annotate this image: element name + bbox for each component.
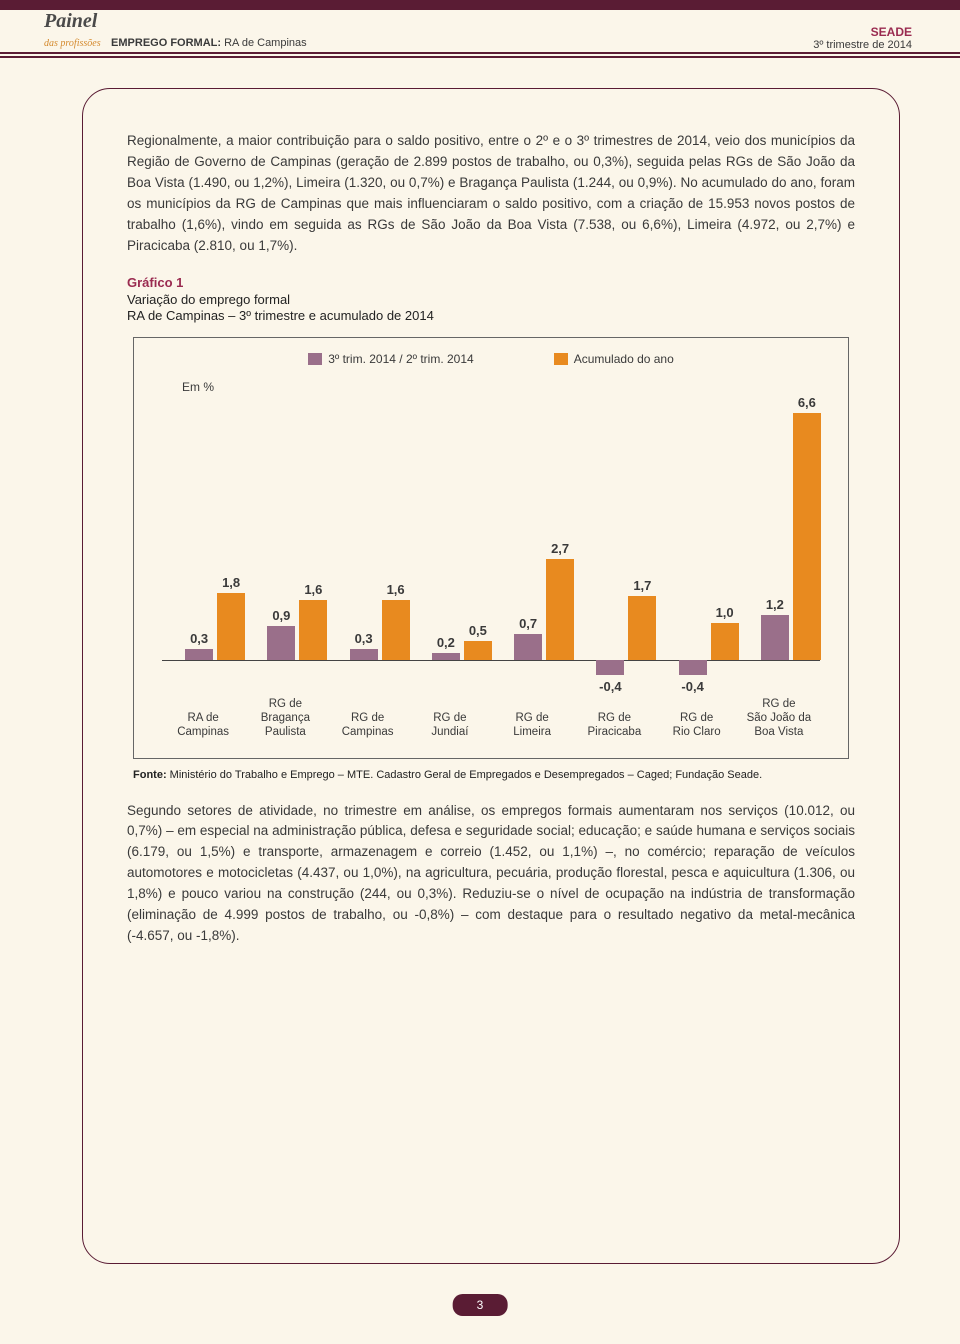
- report-title: EMPREGO FORMAL: RA de Campinas: [111, 37, 307, 49]
- chart-box: 3º trim. 2014 / 2º trim. 2014 Acumulado …: [133, 337, 849, 759]
- x-axis-label: RG dePiracicaba: [569, 712, 659, 740]
- bar-value-label: 0,7: [508, 616, 548, 631]
- bar-value-label: -0,4: [590, 679, 630, 694]
- x-axis-label: RG deBragançaPaulista: [240, 698, 330, 739]
- bar-group: 0,20,5RG deJundiaí: [409, 398, 491, 698]
- bar-group: -0,41,7RG dePiracicaba: [573, 398, 655, 698]
- x-axis-label: RG deJundiaí: [405, 712, 495, 740]
- bar: [628, 596, 656, 660]
- bar-group: -0,41,0RG deRio Claro: [656, 398, 738, 698]
- legend-label-1: 3º trim. 2014 / 2º trim. 2014: [328, 352, 474, 366]
- chart-caption-label: Gráfico 1: [127, 275, 855, 290]
- brand-subtitle: das profissões: [44, 38, 101, 49]
- page-number: 3: [453, 1294, 508, 1316]
- bar-group: 1,26,6RG deSão João daBoa Vista: [738, 398, 820, 698]
- page-header: Painel das profissões EMPREGO FORMAL: RA…: [0, 0, 960, 52]
- x-axis-label: RG deSão João daBoa Vista: [734, 698, 824, 739]
- bar: [350, 649, 378, 660]
- legend-item-2: Acumulado do ano: [554, 352, 674, 366]
- bar: [382, 600, 410, 660]
- bar: [761, 615, 789, 660]
- x-axis-label: RA deCampinas: [158, 712, 248, 740]
- bar: [514, 634, 542, 660]
- chart-bars-area: 0,31,8RA deCampinas0,91,6RG deBragançaPa…: [162, 398, 820, 698]
- bar: [267, 626, 295, 660]
- x-axis-label: RG deLimeira: [487, 712, 577, 740]
- brand-left: Painel das profissões EMPREGO FORMAL: RA…: [44, 10, 307, 51]
- legend-swatch-2: [554, 353, 568, 365]
- bar: [217, 593, 245, 661]
- bar: [464, 641, 492, 660]
- bar-value-label: 6,6: [787, 395, 827, 410]
- bar: [432, 653, 460, 661]
- page: Painel das profissões EMPREGO FORMAL: RA…: [0, 0, 960, 1344]
- bar-value-label: 0,9: [261, 608, 301, 623]
- legend-item-1: 3º trim. 2014 / 2º trim. 2014: [308, 352, 474, 366]
- x-axis-label: RG deRio Claro: [652, 712, 742, 740]
- bar-value-label: 0,3: [179, 631, 219, 646]
- brand-block: Painel das profissões EMPREGO FORMAL: RA…: [44, 10, 307, 51]
- bar-value-label: 1,2: [755, 597, 795, 612]
- paragraph-2: Segundo setores de atividade, no trimest…: [127, 801, 855, 947]
- publisher-name: SEADE: [813, 25, 912, 39]
- paragraph-1: Regionalmente, a maior contribuição para…: [127, 131, 855, 257]
- x-axis-label: RG deCampinas: [323, 712, 413, 740]
- chart-source-text: Ministério do Trabalho e Emprego – MTE. …: [167, 769, 763, 781]
- header-top-bar: [0, 0, 960, 10]
- bar: [679, 660, 707, 675]
- bar-group: 0,91,6RG deBragançaPaulista: [244, 398, 326, 698]
- header-divider: [0, 52, 960, 58]
- bar: [299, 600, 327, 660]
- bar: [596, 660, 624, 675]
- bar-value-label: -0,4: [673, 679, 713, 694]
- bar: [793, 413, 821, 661]
- chart-caption-sub: RA de Campinas – 3º trimestre e acumulad…: [127, 308, 855, 323]
- chart-source: Fonte: Ministério do Trabalho e Emprego …: [133, 769, 849, 781]
- brand-title: Painel: [44, 10, 97, 32]
- report-title-rest: RA de Campinas: [221, 37, 307, 49]
- bar: [711, 623, 739, 661]
- report-title-bold: EMPREGO FORMAL:: [111, 37, 221, 49]
- bar: [185, 649, 213, 660]
- period-label: 3º trimestre de 2014: [813, 39, 912, 51]
- page-number-pill: 3: [453, 1294, 508, 1316]
- chart-y-label: Em %: [182, 380, 830, 394]
- chart-legend: 3º trim. 2014 / 2º trim. 2014 Acumulado …: [152, 352, 830, 366]
- bar: [546, 559, 574, 660]
- content-frame: Regionalmente, a maior contribuição para…: [82, 88, 900, 1264]
- bar-group: 0,72,7RG deLimeira: [491, 398, 573, 698]
- legend-label-2: Acumulado do ano: [574, 352, 674, 366]
- legend-swatch-1: [308, 353, 322, 365]
- chart-bars-row: 0,31,8RA deCampinas0,91,6RG deBragançaPa…: [162, 398, 820, 698]
- bar-group: 0,31,8RA deCampinas: [162, 398, 244, 698]
- chart-caption-title: Variação do emprego formal: [127, 292, 855, 307]
- chart-source-bold: Fonte:: [133, 769, 167, 781]
- bar-value-label: 0,3: [344, 631, 384, 646]
- header-right: SEADE 3º trimestre de 2014: [813, 25, 912, 51]
- bar-group: 0,31,6RG deCampinas: [327, 398, 409, 698]
